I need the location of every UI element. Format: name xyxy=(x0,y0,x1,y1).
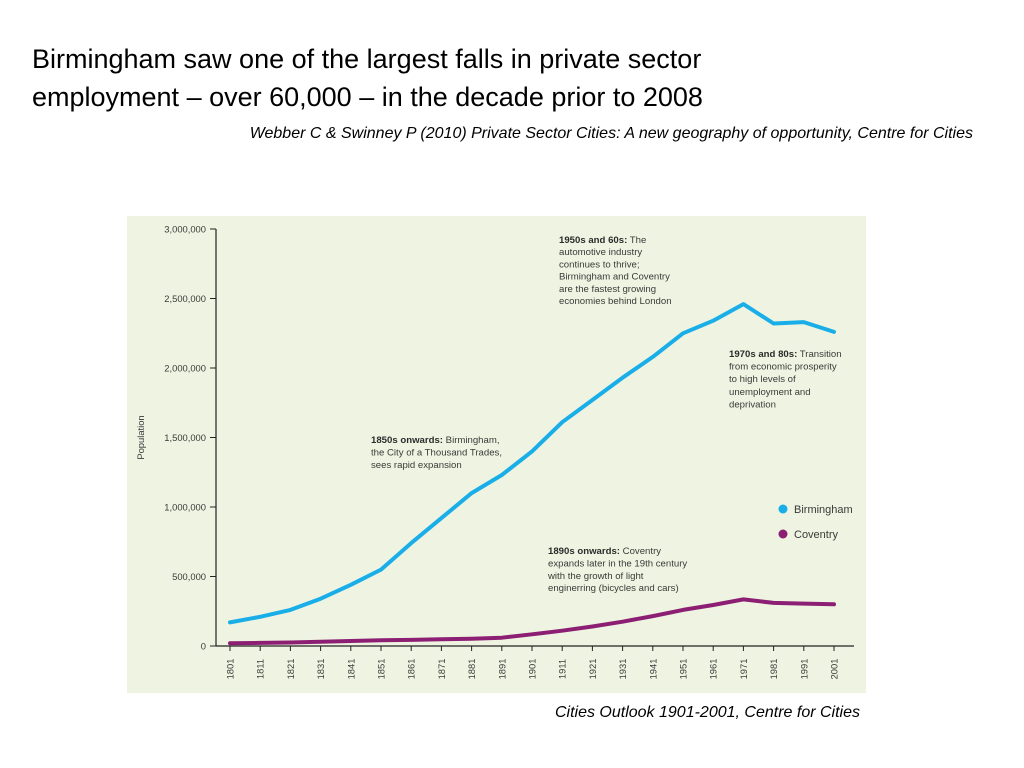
x-tick-label: 2001 xyxy=(829,659,840,680)
annotation-1850s-line: the City of a Thousand Trades, xyxy=(371,448,502,459)
annotation-1970s-line: deprivation xyxy=(729,399,776,410)
x-tick-label: 1961 xyxy=(708,659,719,680)
series-line-coventry xyxy=(228,597,836,646)
annotation-1970s: 1970s and 80s: Transition from economic p… xyxy=(729,349,842,410)
y-tick-label: 1,000,000 xyxy=(164,502,206,513)
annotation-1850s-line: sees rapid expansion xyxy=(371,460,462,471)
annotation-1950s-line: economies behind London xyxy=(559,296,672,307)
series-lines xyxy=(228,302,836,646)
legend-marker-birmingham xyxy=(778,504,788,514)
y-tick-label: 2,000,000 xyxy=(164,363,206,374)
slide-title-line-1: Birmingham saw one of the largest falls … xyxy=(32,44,702,74)
x-tick-label: 1911 xyxy=(557,659,568,679)
annotation-1950s-line: Birmingham and Coventry xyxy=(559,272,670,283)
x-tick-label: 1821 xyxy=(285,659,296,680)
annotation-1950s-line: The xyxy=(627,235,646,246)
x-tick-label: 1871 xyxy=(436,659,447,680)
annotation-1950s-line: continues to thrive; xyxy=(559,259,640,270)
annotation-1950s-bold: 1950s and 60s: xyxy=(559,235,627,246)
annotation-1950s-line: automotive industry xyxy=(559,247,642,258)
annotation-1850s: 1850s onwards: Birmingham, the City of a … xyxy=(371,435,502,471)
x-tick-label: 1841 xyxy=(345,659,356,680)
slide-title-line-2: employment – over 60,000 – in the decade… xyxy=(32,82,703,112)
x-tick-label: 1941 xyxy=(647,659,658,680)
annotation-1970s-line: unemployment and xyxy=(729,387,811,398)
series-line-birmingham xyxy=(228,302,836,625)
legend-label-birmingham: Birmingham xyxy=(794,504,853,516)
x-tick-label: 1831 xyxy=(315,659,326,680)
annotation-1890s-line: with the growth of light xyxy=(547,571,644,582)
citation: Webber C & Swinney P (2010) Private Sect… xyxy=(249,125,973,142)
y-tick-label: 2,500,000 xyxy=(164,293,206,304)
annotation-1890s-bold: 1890s onwards: xyxy=(548,546,620,557)
x-tick-label: 1981 xyxy=(768,659,779,680)
x-tick-label: 1891 xyxy=(496,659,507,680)
x-tick-label: 1861 xyxy=(406,659,417,680)
annotation-1970s-bold: 1970s and 80s: xyxy=(729,349,797,360)
x-tick-label: 1901 xyxy=(527,659,538,680)
y-tick-label: 1,500,000 xyxy=(164,432,206,443)
y-tick-label: 3,000,000 xyxy=(164,224,206,235)
annotation-1970s-line: from economic prosperity xyxy=(729,362,837,373)
y-tick-label: 0 xyxy=(201,641,206,652)
annotation-1850s-line: Birmingham, xyxy=(443,435,500,446)
population-chart: 0 500,000 1,000,000 1,500,000 2,000,000 2,500… xyxy=(135,224,854,680)
annotation-1890s-line: Coventry xyxy=(620,546,661,557)
x-tick-label: 1851 xyxy=(376,659,387,680)
source-caption: Cities Outlook 1901-2001, Centre for Cit… xyxy=(554,704,860,721)
annotation-1950s: 1950s and 60s: The automotive industry con… xyxy=(559,235,672,307)
annotations: 1850s onwards: Birmingham, the City of a … xyxy=(371,235,842,594)
axes: 0 500,000 1,000,000 1,500,000 2,000,000 2,500… xyxy=(135,224,854,680)
y-tick-label: 500,000 xyxy=(172,571,206,582)
x-tick-label: 1991 xyxy=(798,659,809,680)
legend-label-coventry: Coventry xyxy=(794,529,839,541)
annotation-1890s-line: enginerring (bicycles and cars) xyxy=(548,583,679,594)
x-tick-label: 1801 xyxy=(225,659,236,680)
x-tick-label: 1881 xyxy=(466,659,477,680)
annotation-1890s: 1890s onwards: Coventry expands later in … xyxy=(547,546,687,594)
slide-title: Birmingham saw one of the largest falls … xyxy=(32,40,992,116)
x-tick-label: 1811 xyxy=(255,659,266,679)
annotation-1890s-line: expands later in the 19th century xyxy=(548,558,687,569)
x-tick-label: 1931 xyxy=(617,659,628,680)
x-tick-label: 1921 xyxy=(587,659,598,680)
y-axis-title: Population xyxy=(135,415,146,459)
x-tick-label: 1971 xyxy=(738,659,749,680)
legend: Birmingham Coventry xyxy=(778,504,853,541)
annotation-1950s-line: are the fastest growing xyxy=(559,284,656,295)
x-tick-label: 1951 xyxy=(678,659,689,680)
annotation-1850s-bold: 1850s onwards: xyxy=(371,435,443,446)
annotation-1970s-line: Transition xyxy=(797,349,841,360)
annotation-1970s-line: to high levels of xyxy=(729,374,796,385)
chart-panel: 0 500,000 1,000,000 1,500,000 2,000,000 2,500… xyxy=(127,216,866,693)
legend-marker-coventry xyxy=(778,529,788,539)
